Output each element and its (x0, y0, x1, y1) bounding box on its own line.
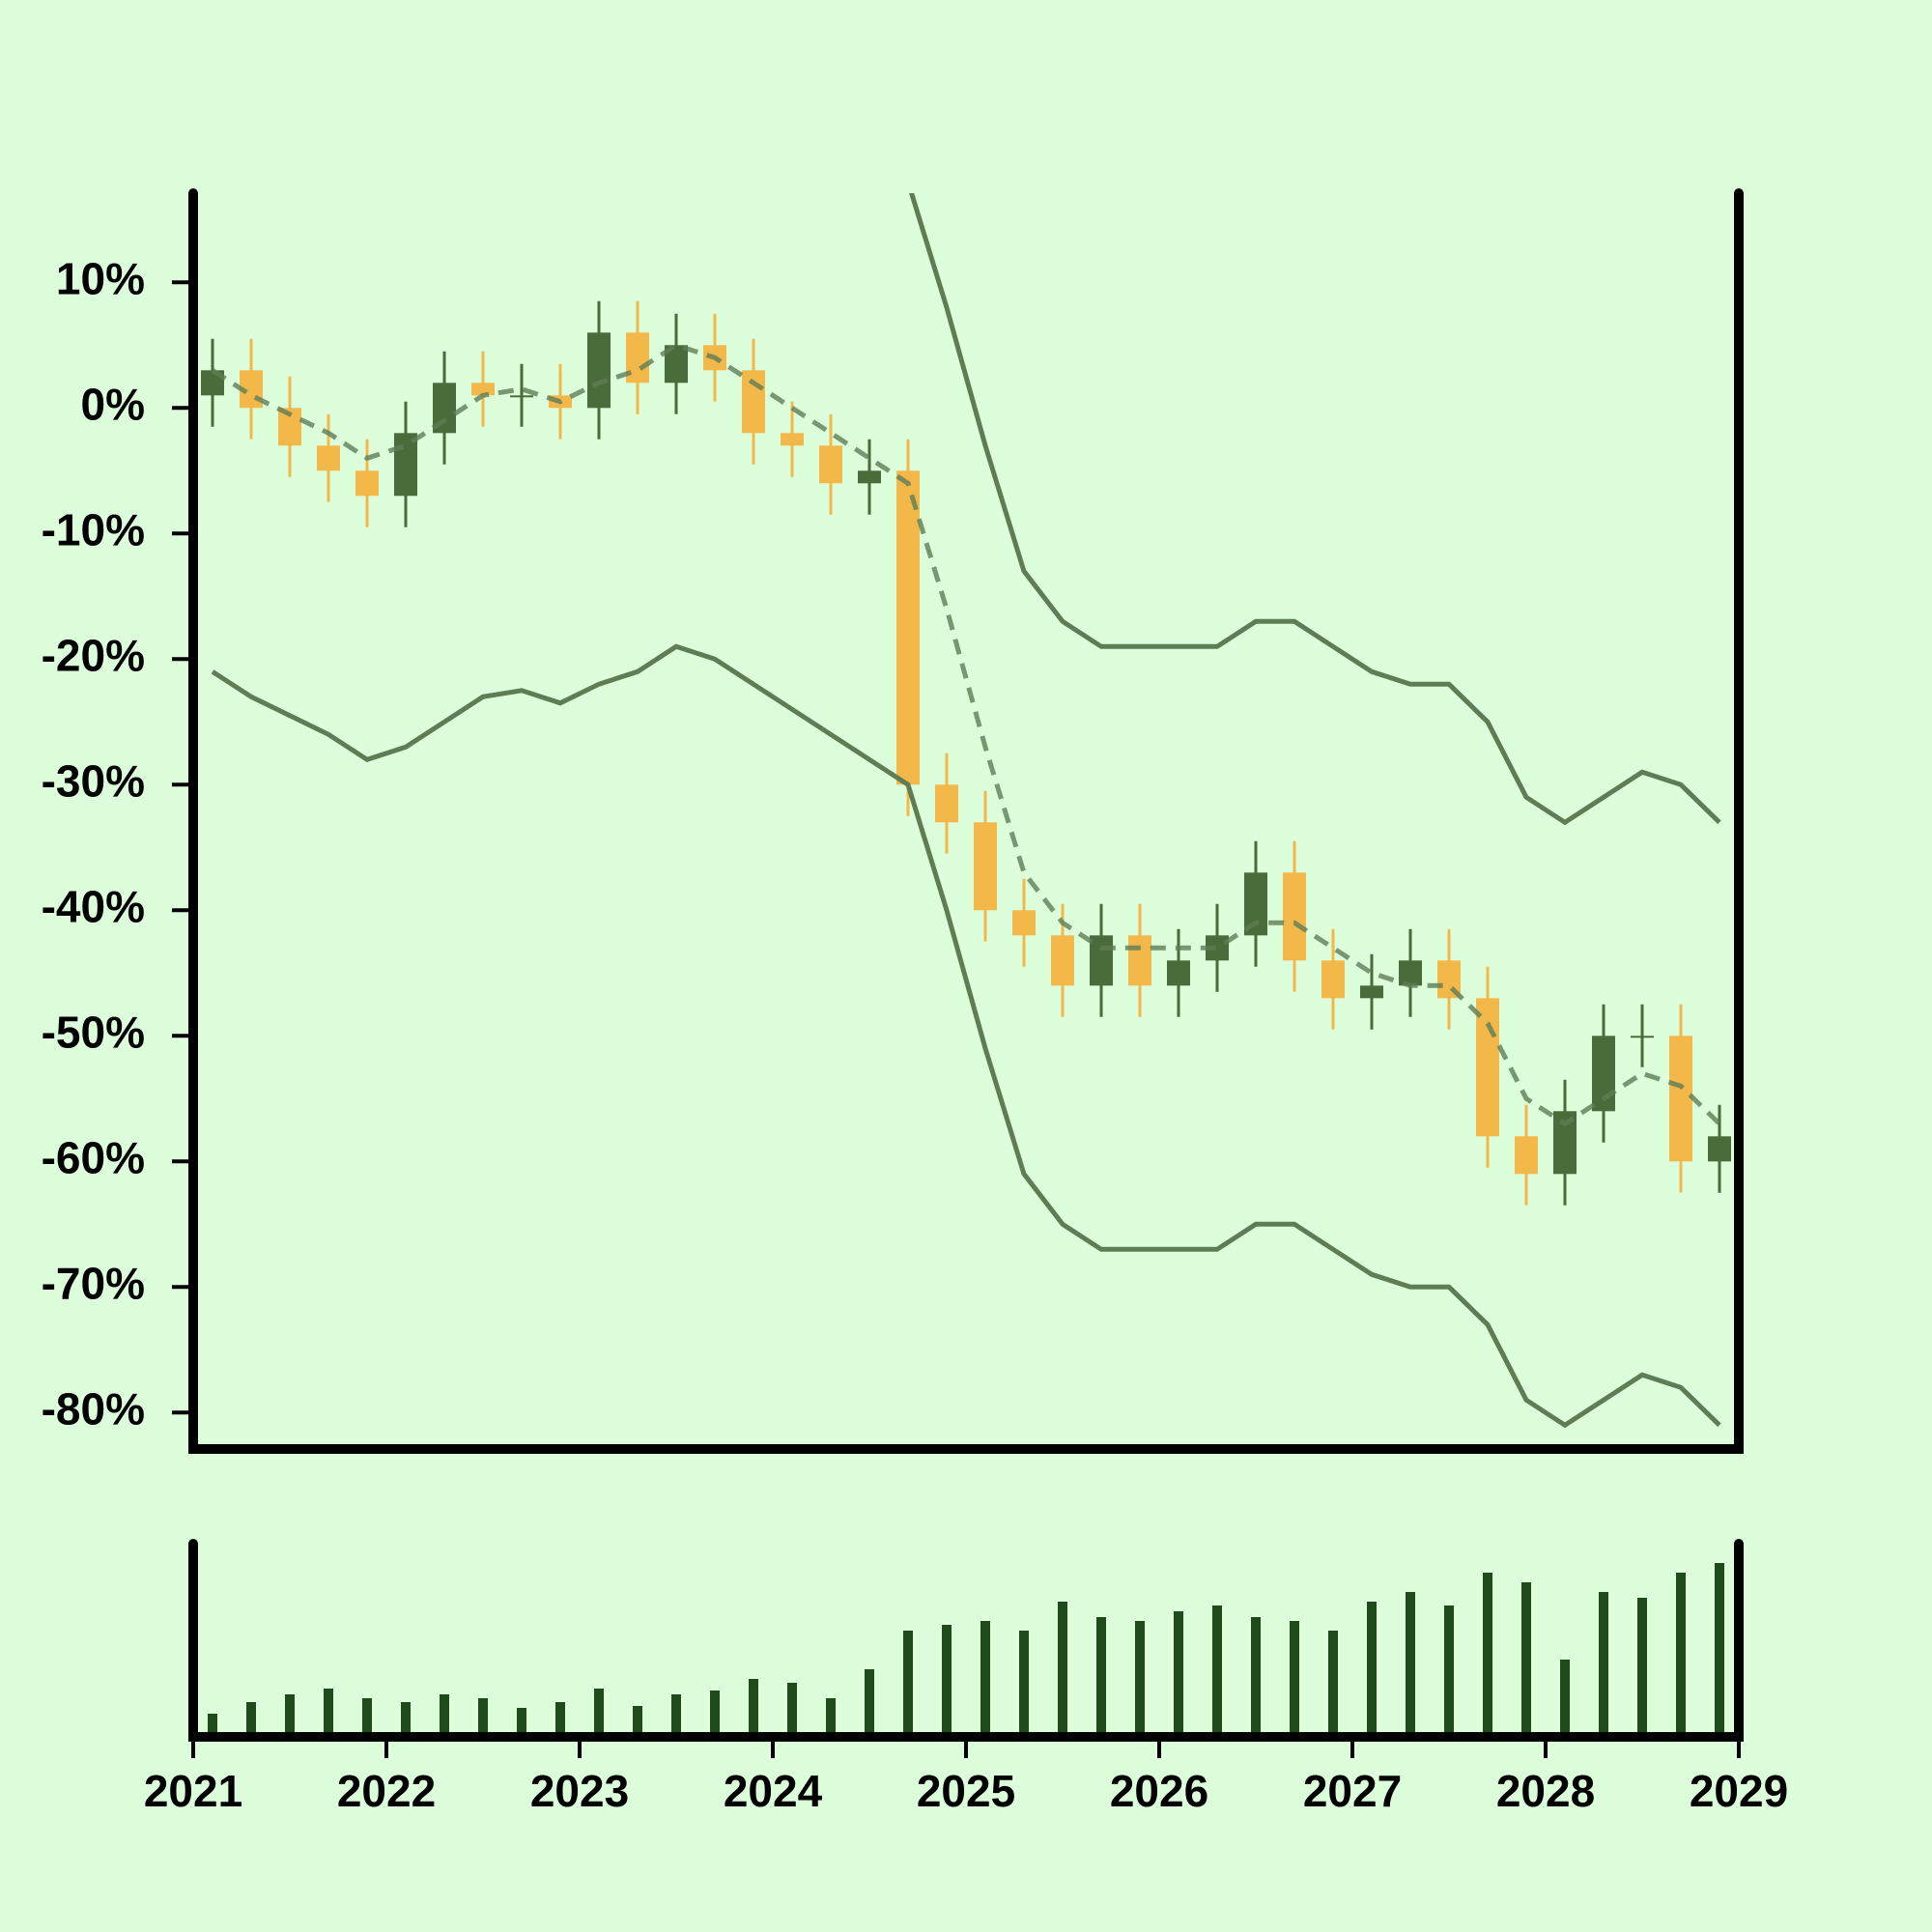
volume-bar (246, 1702, 256, 1737)
x-tick-label: 2022 (337, 1766, 436, 1816)
y-tick-label: -20% (42, 630, 145, 680)
volume-bar (787, 1683, 797, 1737)
volume-bar (362, 1698, 372, 1737)
candle-body (1167, 960, 1190, 986)
candle-body (1669, 1036, 1692, 1162)
candle-body (1399, 960, 1422, 986)
volume-bar (1676, 1573, 1686, 1737)
x-tick-label: 2023 (530, 1766, 629, 1816)
candle-body (317, 445, 340, 471)
volume-bar (1058, 1602, 1067, 1737)
volume-bar (942, 1625, 952, 1737)
volume-bar (1019, 1631, 1029, 1737)
volume-bar (1444, 1605, 1454, 1737)
volume-bar (1599, 1592, 1608, 1737)
volume-bar (324, 1689, 333, 1737)
y-tick-label: -50% (42, 1007, 145, 1057)
volume-bar (1637, 1598, 1647, 1737)
candle-body (1708, 1136, 1731, 1162)
candle-body (1051, 935, 1074, 986)
volume-bar (1290, 1621, 1299, 1737)
volume-bar (980, 1621, 990, 1737)
volume-bar (478, 1698, 488, 1737)
volume-bar (517, 1708, 526, 1737)
volume-bar (671, 1694, 681, 1737)
x-tick-label: 2024 (724, 1766, 823, 1816)
volume-bar (208, 1714, 217, 1737)
y-tick-label: 0% (81, 379, 145, 429)
y-tick-label: -30% (42, 755, 145, 806)
x-tick-label: 2021 (144, 1766, 242, 1816)
volume-bar (1367, 1602, 1377, 1737)
volume-bar (710, 1690, 720, 1737)
band-upper (908, 193, 1721, 826)
volume-bar (1174, 1611, 1183, 1737)
volume-bar (285, 1694, 295, 1737)
candle-body (781, 433, 804, 446)
volume-bar (1096, 1617, 1106, 1737)
y-tick-label: -40% (42, 881, 145, 931)
candle-body (935, 784, 958, 823)
plot-area (201, 193, 1731, 1429)
volume-bar (555, 1702, 565, 1737)
volume-bar (1715, 1563, 1724, 1737)
band-middle (211, 342, 1721, 1127)
candle-body (394, 433, 417, 497)
volume-bar (1406, 1592, 1415, 1737)
volume-bar (826, 1698, 836, 1737)
volume-bar (903, 1631, 913, 1737)
volume-bar (1483, 1573, 1492, 1737)
y-tick-label: -10% (42, 504, 145, 554)
volume-bar (440, 1694, 449, 1737)
volume-bar (865, 1669, 874, 1737)
candle-body (355, 470, 379, 497)
y-tick-label: -80% (42, 1383, 145, 1434)
volume-bar (1251, 1617, 1261, 1737)
candle-body (471, 383, 495, 396)
y-tick-label: 10% (56, 253, 145, 303)
volume-bar (633, 1706, 642, 1737)
candle-body (510, 395, 533, 398)
volume-bar (1212, 1605, 1222, 1737)
volume-bar (1328, 1631, 1338, 1737)
y-tick-label: -60% (42, 1132, 145, 1182)
candle-body (896, 470, 920, 785)
candle-body (742, 370, 765, 434)
candle-body (1360, 985, 1383, 999)
y-tick-label: -70% (42, 1258, 145, 1308)
candle-body (587, 332, 611, 409)
axis-frame (188, 1539, 1744, 1742)
candle-body (858, 470, 881, 484)
volume-bar (594, 1689, 604, 1737)
candle-body (1090, 935, 1113, 986)
x-tick-label: 2025 (917, 1766, 1015, 1816)
candle-body (1631, 1036, 1654, 1038)
axis-frame (188, 188, 1744, 1454)
volume-bar (1521, 1582, 1531, 1737)
candle-body (1283, 872, 1306, 961)
x-tick-label: 2026 (1110, 1766, 1208, 1816)
candle-body (1476, 998, 1499, 1137)
volume-bar (401, 1702, 411, 1737)
volume-bar (1135, 1621, 1145, 1737)
x-tick-label: 2028 (1496, 1766, 1595, 1816)
candle-body (819, 445, 842, 484)
candle-body (1515, 1136, 1538, 1175)
x-tick-label: 2027 (1303, 1766, 1402, 1816)
volume-bar (749, 1679, 758, 1737)
band-lower (211, 643, 1721, 1429)
x-tick-label: 2029 (1690, 1766, 1788, 1816)
candle-body (1321, 960, 1345, 999)
candle-body (1012, 910, 1036, 936)
candle-body (974, 822, 997, 911)
candle-body (1128, 935, 1151, 986)
volume-bar (1560, 1660, 1570, 1737)
